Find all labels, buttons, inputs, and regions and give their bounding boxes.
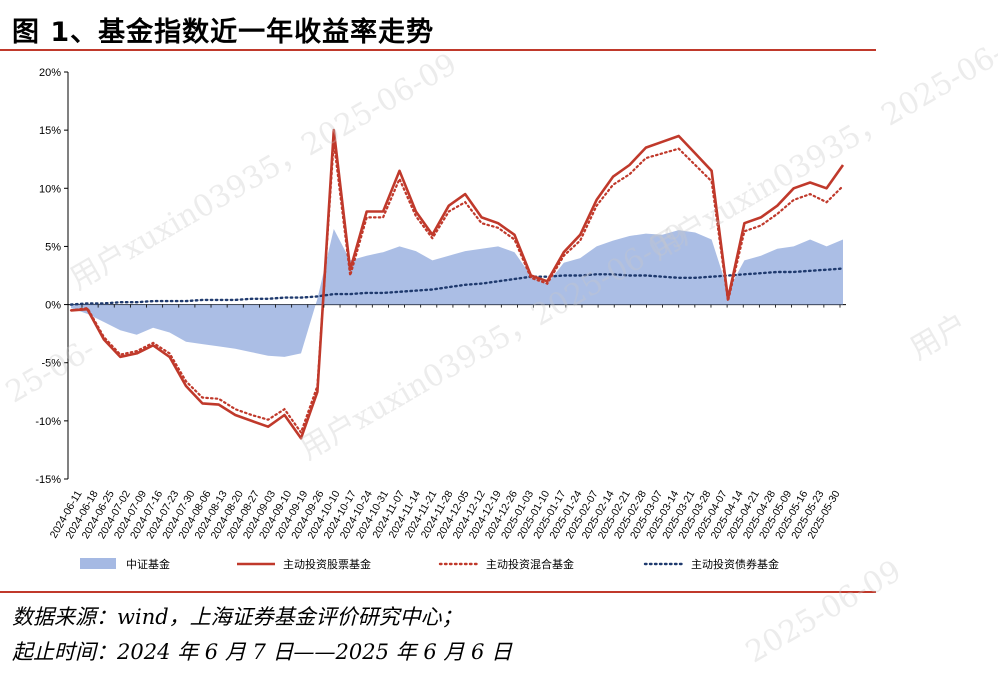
y-tick-label: 5% bbox=[45, 241, 61, 253]
watermark: 用户 bbox=[904, 306, 974, 368]
legend-label: 中证基金 bbox=[126, 557, 170, 571]
chart-area: 20%15%10%5%0%-5%-10%-15%2024-06-112024-0… bbox=[35, 67, 846, 571]
figure-title: 图 1、基金指数近一年收益率走势 bbox=[12, 17, 435, 48]
line-series-equity-fund bbox=[70, 128, 845, 440]
period-note: 起止时间：2024 年 6 月 7 日——2025 年 6 月 6 日 bbox=[12, 640, 513, 664]
y-tick-label: -5% bbox=[41, 358, 61, 370]
y-tick-label: 20% bbox=[39, 67, 61, 79]
y-tick-label: 0% bbox=[45, 300, 61, 312]
y-tick-label: 15% bbox=[39, 125, 61, 137]
line-series-bond-fund bbox=[69, 267, 845, 306]
y-tick-label: 10% bbox=[39, 183, 61, 195]
title-divider bbox=[0, 49, 876, 51]
legend-label: 主动投资股票基金 bbox=[283, 557, 371, 571]
area-series-csi-fund bbox=[71, 229, 843, 357]
y-tick-label: -15% bbox=[35, 474, 61, 486]
footer-divider bbox=[0, 591, 876, 593]
y-tick-label: -10% bbox=[35, 416, 61, 428]
legend-swatch-area bbox=[80, 558, 116, 569]
legend-label: 主动投资债券基金 bbox=[691, 557, 779, 571]
source-note: 数据来源：wind，上海证券基金评价研究中心； bbox=[12, 605, 463, 629]
legend-label: 主动投资混合基金 bbox=[486, 557, 574, 571]
